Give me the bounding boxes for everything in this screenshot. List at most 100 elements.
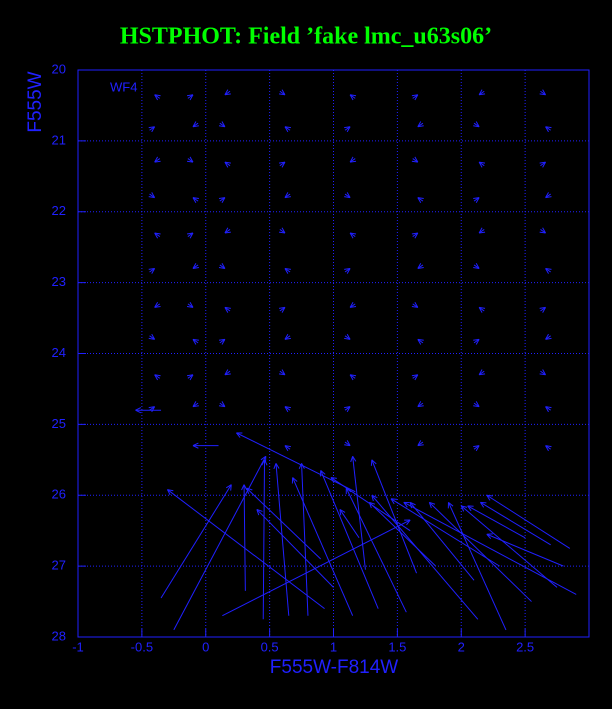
vector-arrow [417, 440, 424, 447]
vector-arrow [284, 267, 291, 274]
vector-arrow [192, 338, 199, 345]
arrow-head [186, 374, 194, 381]
vector-arrow [370, 459, 418, 574]
vector-arrow [478, 369, 486, 376]
arrow-shaft [292, 477, 354, 616]
arrow-shaft [173, 456, 267, 631]
arrow-head [417, 121, 424, 128]
arrow-head [428, 501, 436, 509]
arrow-shaft [320, 470, 379, 609]
arrow-head [186, 232, 194, 239]
arrow-head [154, 374, 161, 381]
arrow-head [225, 484, 232, 491]
arrow-head [478, 89, 486, 96]
arrow-shaft [390, 498, 500, 567]
arrow-head [545, 333, 552, 340]
vector-arrow [478, 89, 486, 96]
vector-arrow [222, 519, 411, 617]
arrow-shaft [236, 432, 356, 493]
vector-arrow [411, 156, 419, 163]
arrow-head [284, 445, 291, 452]
vector-arrow [478, 306, 486, 313]
vector-arrow [186, 232, 194, 239]
arrow-shaft [467, 505, 526, 539]
arrow-head [390, 498, 398, 505]
vector-arrow [349, 156, 357, 163]
arrow-shaft [409, 502, 475, 581]
vector-arrow [411, 374, 419, 381]
arrow-head [478, 306, 486, 313]
arrow-head [539, 369, 547, 376]
arrow-head [478, 227, 486, 234]
vector-arrow [298, 463, 309, 616]
arrow-head [371, 494, 378, 502]
vector-arrow [545, 126, 552, 133]
vector-arrow [218, 197, 226, 204]
arrow-head [473, 445, 480, 452]
vector-arrow [224, 161, 231, 168]
x-tick-label: 0.5 [261, 639, 279, 654]
arrow-shaft [345, 487, 407, 613]
arrow-head [261, 459, 268, 466]
arrow-head [349, 374, 357, 381]
arrow-head [154, 301, 161, 308]
arrow-shaft [428, 501, 532, 602]
arrow-head [539, 306, 547, 313]
arrow-head [486, 533, 493, 540]
arrow-head [486, 494, 493, 501]
vector-arrow [428, 501, 532, 602]
vector-arrow [349, 94, 357, 101]
vector-arrow [344, 192, 351, 199]
arrow-head [284, 192, 291, 199]
vector-arrow [284, 126, 291, 133]
arrow-head [154, 156, 161, 163]
arrow-head [218, 338, 226, 345]
y-tick-label: 26 [52, 487, 66, 502]
arrow-head [411, 374, 419, 381]
y-tick-label: 22 [52, 203, 66, 218]
vector-arrow [349, 301, 357, 308]
vector-arrow [368, 501, 437, 567]
arrow-head [260, 455, 267, 463]
vector-arrow [539, 89, 547, 96]
arrow-head [241, 484, 248, 491]
annotation: WF4 [110, 79, 137, 94]
arrow-head [319, 470, 326, 477]
arrow-head [154, 94, 161, 101]
vector-arrow [545, 445, 552, 452]
vector-arrow [411, 232, 419, 239]
arrow-head [186, 156, 194, 163]
x-tick-label: 1 [330, 639, 337, 654]
arrow-head [339, 508, 346, 516]
vector-arrow [135, 407, 162, 414]
vector-arrow [246, 487, 322, 560]
arrow-head [278, 89, 286, 96]
vector-arrow [486, 494, 571, 549]
arrow-head [349, 232, 357, 239]
x-tick-label: 0 [202, 639, 209, 654]
arrow-shaft [371, 494, 479, 620]
arrow-shaft [262, 459, 266, 620]
arrow-head [192, 197, 199, 204]
arrow-head [166, 489, 174, 496]
vector-arrow [417, 121, 424, 128]
arrow-head [224, 306, 231, 313]
arrow-head [478, 369, 486, 376]
vector-arrow [284, 333, 291, 340]
vector-arrow [173, 455, 267, 631]
vector-arrow [186, 374, 194, 381]
arrow-head [417, 440, 424, 447]
arrow-shaft [301, 463, 309, 616]
arrow-shaft [486, 494, 571, 549]
arrow-head [148, 126, 156, 133]
arrow-head [349, 94, 357, 101]
vector-arrow [417, 338, 424, 345]
vector-arrow [166, 489, 325, 610]
arrow-head [545, 192, 552, 199]
arrow-head [460, 505, 468, 512]
arrow-head [192, 121, 199, 128]
arrow-head [411, 94, 419, 101]
arrow-head [473, 262, 480, 269]
vector-arrow [545, 267, 552, 274]
